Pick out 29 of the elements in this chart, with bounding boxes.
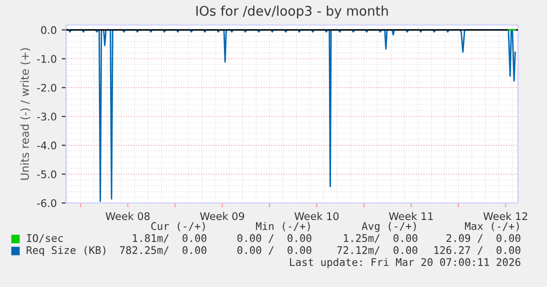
legend-label: IO/sec	[27, 234, 63, 243]
y-axis-title: Units read (-) / write (+)	[20, 48, 30, 180]
x-tick-label: Week 08	[106, 212, 150, 220]
y-tick-label: -5.0	[37, 170, 56, 178]
y-tick-label: 0.0	[41, 26, 56, 34]
text: 0.00 / 0.00	[237, 234, 312, 243]
text: Last update: Fri Mar 20 07:00:11 2026	[290, 258, 520, 268]
y-tick-label: -3.0	[37, 112, 56, 121]
x-tick-label: Week 12	[483, 212, 528, 220]
text: Min (-/+)	[256, 222, 310, 232]
y-tick-label: -2.0	[37, 84, 56, 92]
text: Max (-/+)	[464, 222, 519, 232]
x-tick-label: Week 11	[388, 212, 433, 220]
text: 0.00 / 0.00	[237, 246, 312, 255]
text: Avg (-/+)	[362, 222, 416, 232]
y-tick-label: -1.0	[37, 54, 56, 63]
chart-title: IOs for /dev/loop3 - by month	[196, 6, 388, 18]
text: Cur (-/+)	[151, 222, 205, 232]
text: 72.12m/ 0.00	[337, 246, 418, 255]
x-tick-label: Week 09	[200, 212, 244, 220]
legend-label: Req Size (KB)	[26, 246, 106, 256]
text: 782.25m/ 0.00	[120, 246, 206, 255]
y-tick-label: -6.0	[37, 199, 56, 208]
text: 2.09 / 0.00	[446, 234, 520, 243]
text: 1.25m/ 0.00	[344, 234, 418, 243]
text: 126.27 / 0.00	[434, 246, 520, 255]
text: 1.81m/ 0.00	[133, 234, 206, 243]
x-tick-label: Week 10	[294, 212, 339, 220]
y-tick-label: -4.0	[37, 142, 56, 150]
